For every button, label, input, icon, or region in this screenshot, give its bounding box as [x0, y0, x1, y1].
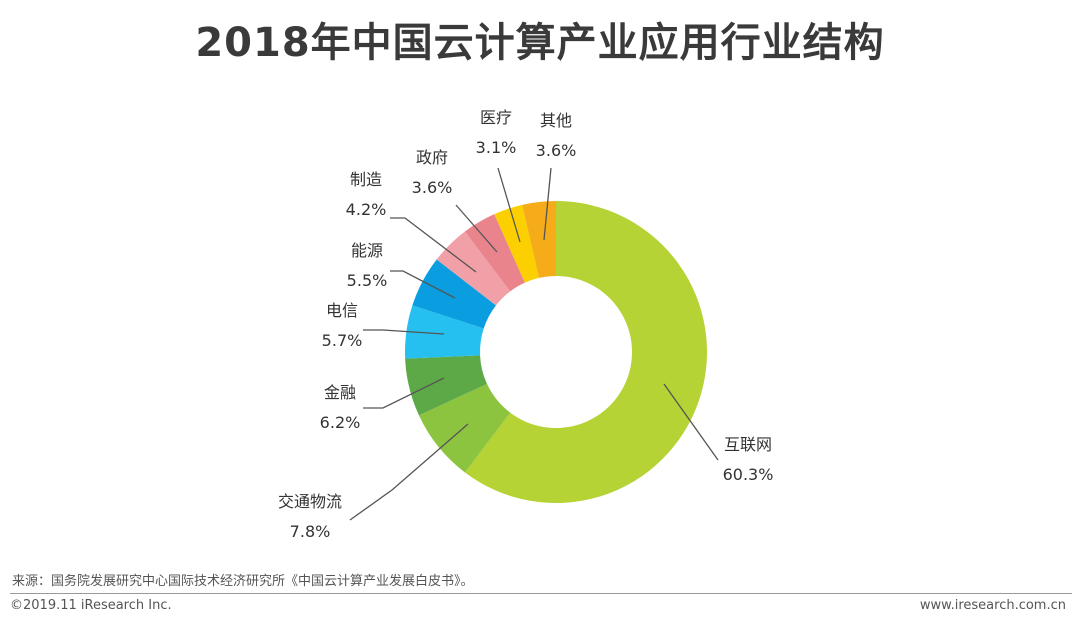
leader-line-0	[663, 383, 719, 461]
leader-line-3	[363, 329, 445, 335]
slice-label-5: 制造	[350, 170, 382, 189]
slice-label-7: 医疗	[480, 108, 512, 127]
donut-slice-2	[405, 355, 488, 416]
leader-line-5	[390, 217, 477, 273]
donut-slice-7	[494, 204, 539, 283]
slice-label-1: 交通物流	[278, 492, 342, 511]
slice-value-1: 7.8%	[290, 522, 331, 541]
slice-value-5: 4.2%	[346, 200, 387, 219]
slice-value-2: 6.2%	[320, 413, 361, 432]
leader-line-7	[497, 167, 521, 243]
slice-label-6: 政府	[416, 148, 448, 167]
leader-line-1	[349, 423, 469, 521]
slice-label-0: 互联网	[724, 435, 772, 454]
leader-line-8	[543, 167, 552, 241]
slice-value-3: 5.7%	[322, 331, 363, 350]
slice-value-7: 3.1%	[476, 138, 517, 157]
donut-slice-5	[436, 231, 511, 306]
leader-line-4	[390, 270, 456, 299]
footer-divider	[10, 593, 1072, 594]
donut-slice-8	[522, 201, 556, 278]
slice-value-8: 3.6%	[536, 141, 577, 160]
slice-value-0: 60.3%	[723, 465, 774, 484]
slice-label-3: 电信	[326, 301, 358, 320]
donut-slice-3	[405, 305, 484, 359]
donut-slice-1	[418, 383, 511, 473]
leader-line-6	[455, 204, 498, 253]
website-link[interactable]: www.iresearch.com.cn	[919, 598, 1066, 613]
slice-value-4: 5.5%	[347, 271, 388, 290]
slice-value-6: 3.6%	[412, 178, 453, 197]
slice-label-8: 其他	[540, 111, 572, 130]
donut-slice-0	[464, 201, 708, 503]
donut-slice-4	[412, 259, 496, 329]
chart-title: 2018年中国云计算产业应用行业结构	[195, 20, 885, 66]
slice-label-2: 金融	[324, 383, 356, 402]
donut-slice-6	[464, 214, 525, 292]
slice-label-4: 能源	[351, 241, 383, 260]
leader-line-2	[363, 377, 445, 409]
source-note: 来源：国务院发展研究中心国际技术经济研究所《中国云计算产业发展白皮书》。	[12, 574, 474, 589]
copyright: ©2019.11 iResearch Inc.	[10, 598, 172, 613]
